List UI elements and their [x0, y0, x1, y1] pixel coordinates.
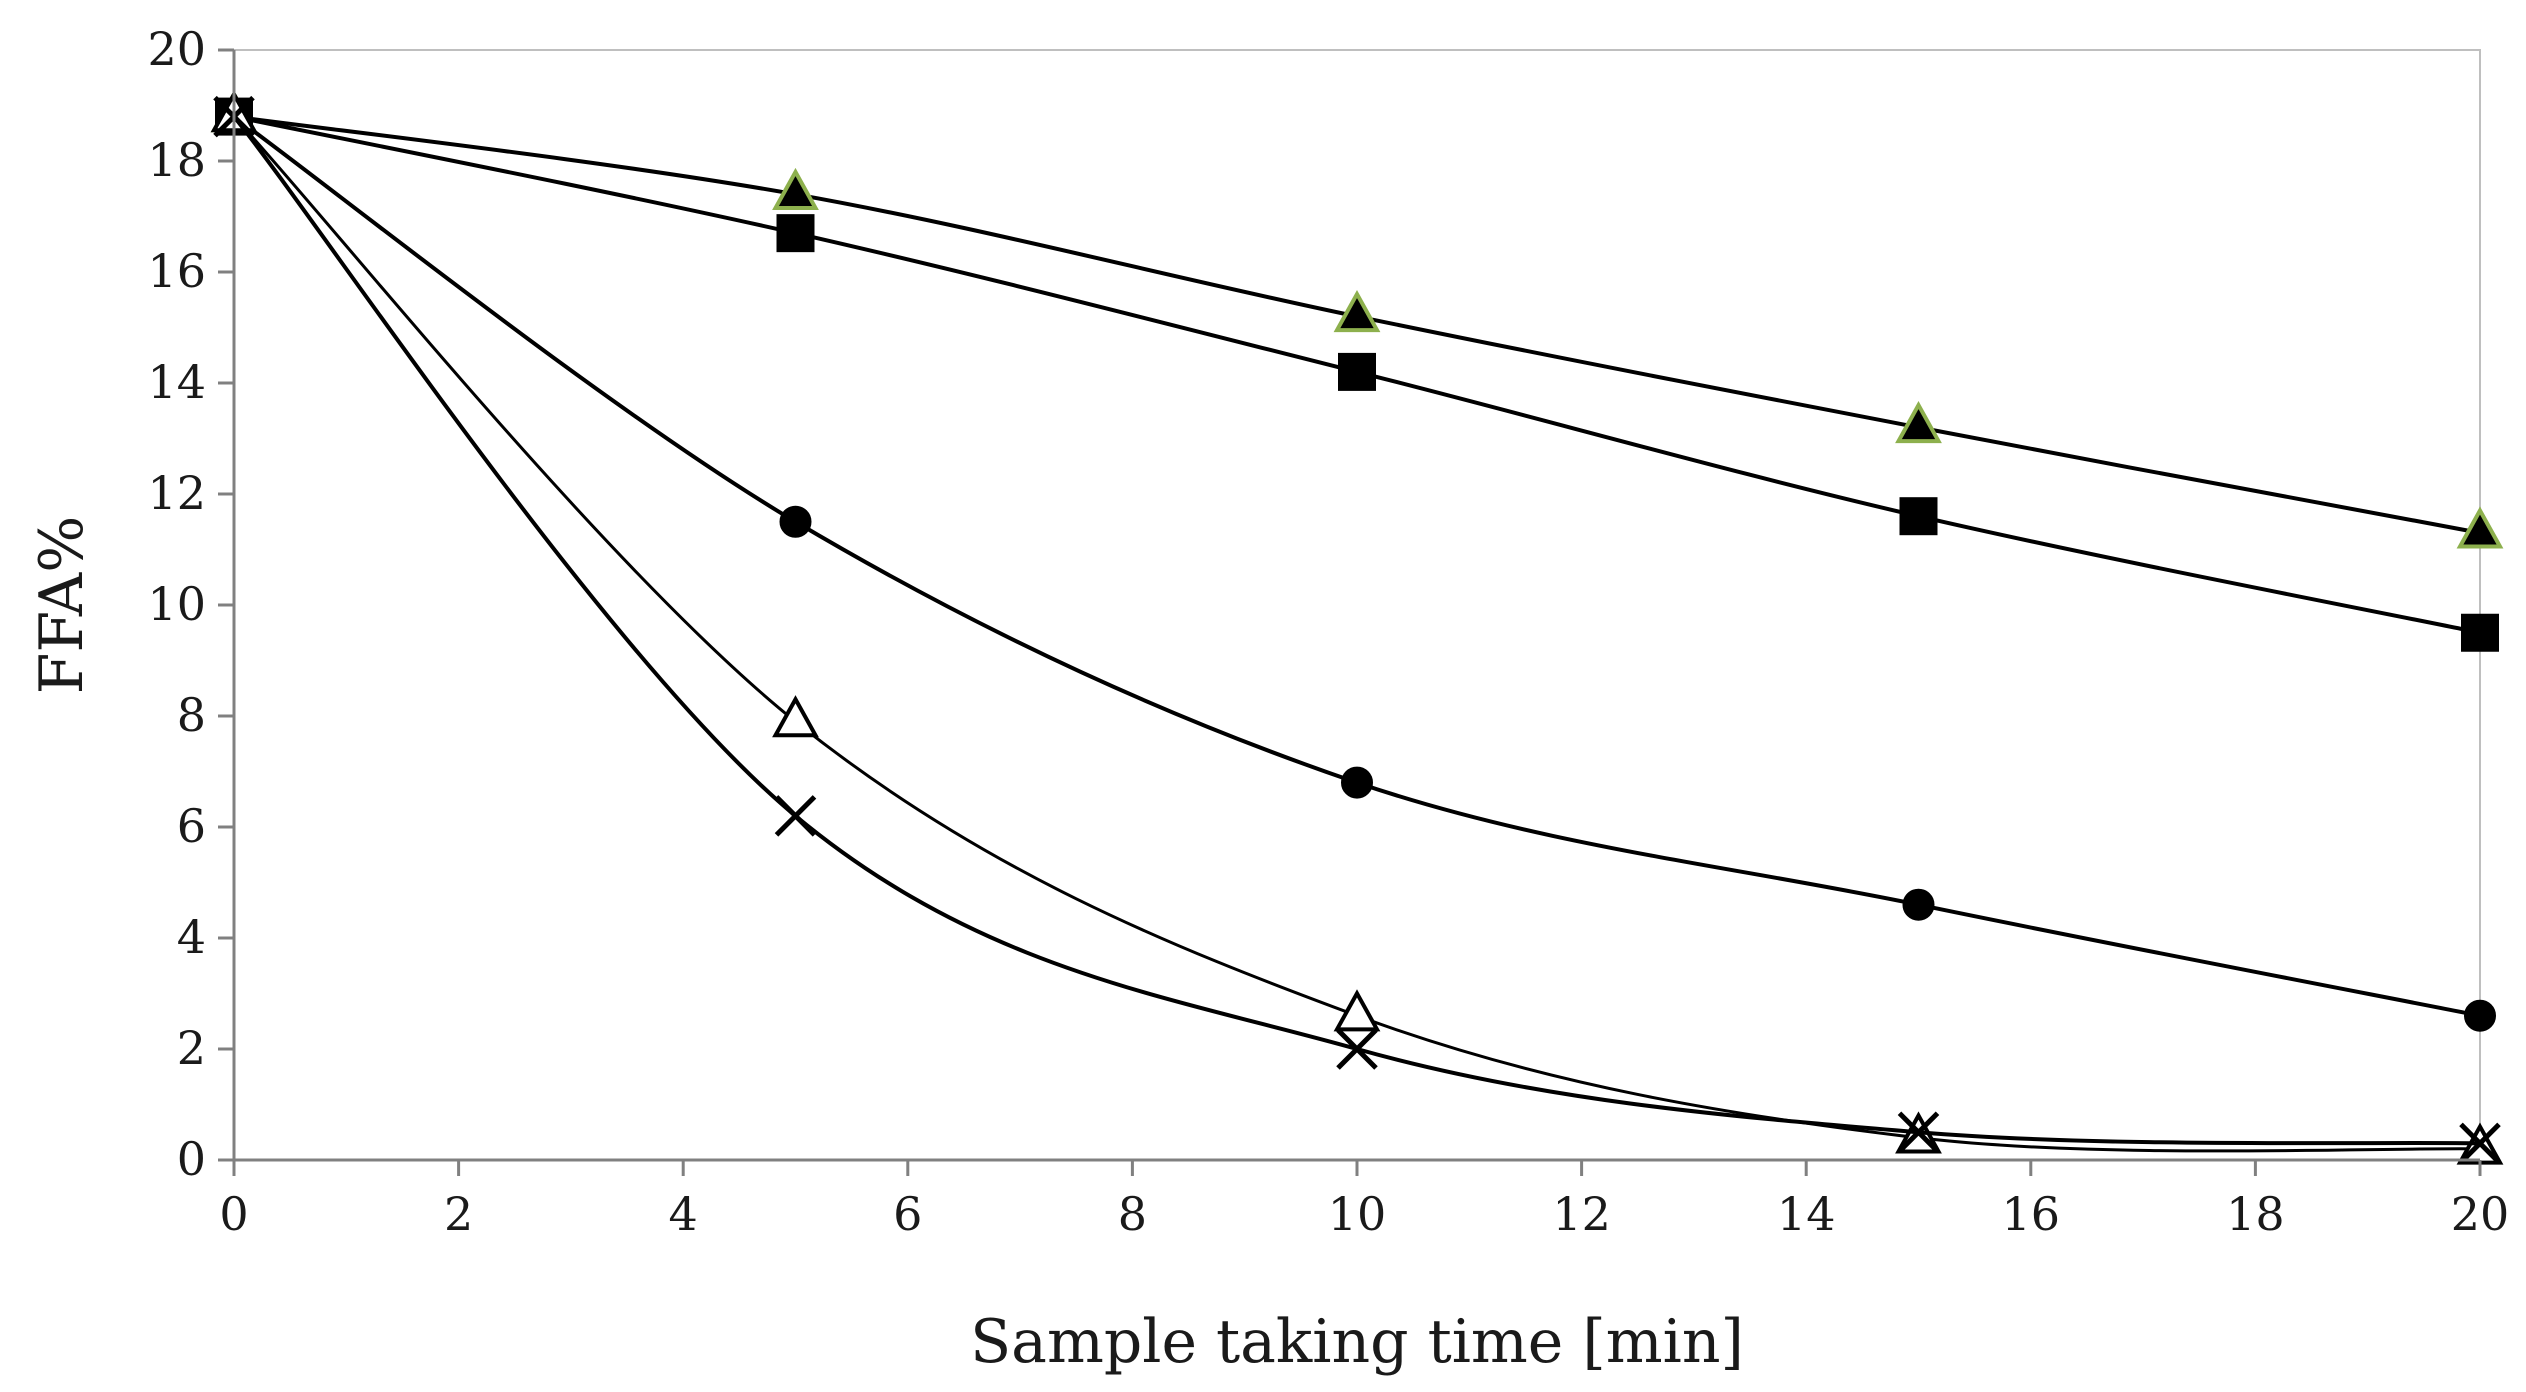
x-tick-label: 2 [444, 1187, 473, 1241]
series-filled-triangle [210, 90, 2504, 549]
x-tick-label: 4 [669, 1187, 698, 1241]
x-axis-title: Sample taking time [min] [970, 1307, 1744, 1377]
ticks-layer: 0 2 4 6 8 10 12 14 16 18 20 0 2 4 6 8 10 12 14 16 18 20 [147, 22, 2509, 1241]
filled-circle-point [1902, 888, 1935, 921]
y-tick-label: 18 [147, 133, 206, 187]
y-tick-label: 2 [177, 1021, 206, 1075]
cross-point [774, 795, 817, 837]
open-triangle-point [772, 695, 819, 738]
filled-triangle-point [1895, 400, 1942, 444]
y-axis-title: FFA% [27, 516, 97, 694]
filled-square-point [1338, 352, 1376, 391]
x-tick-label: 14 [1777, 1187, 1836, 1241]
x-tick-label: 8 [1118, 1187, 1147, 1241]
filled-triangle-point [1333, 289, 1381, 333]
series-cross [213, 95, 2501, 1165]
filled-square-point [776, 214, 815, 253]
y-tick-label: 0 [177, 1132, 206, 1186]
cross-point [1336, 1028, 1378, 1070]
cross-line [232, 115, 2481, 1146]
y-tick-label: 4 [177, 910, 206, 964]
filled-circle-point [1341, 766, 1373, 799]
cross-point [2459, 1122, 2501, 1165]
series-filled-square [215, 97, 2499, 652]
filled-square-point [2461, 613, 2499, 652]
x-tick-label: 6 [893, 1187, 922, 1241]
y-tick-label: 20 [147, 22, 206, 76]
y-tick-label: 8 [177, 688, 206, 742]
x-tick-label: 12 [1552, 1187, 1611, 1241]
cross-point [1897, 1111, 1940, 1154]
filled-circle-point [779, 505, 812, 538]
filled-triangle-point [2456, 506, 2504, 549]
filled-square-point [1899, 497, 1938, 536]
y-tick-label: 12 [147, 466, 206, 520]
filled-circle-point [2464, 999, 2496, 1032]
x-tick-label: 0 [219, 1187, 248, 1241]
series-open-triangle [210, 90, 2504, 1165]
y-tick-label: 6 [177, 799, 206, 853]
x-tick-label: 20 [2451, 1187, 2510, 1241]
x-tick-label: 16 [2002, 1187, 2061, 1241]
open-triangle-line [232, 115, 2481, 1153]
series-layer [210, 90, 2504, 1165]
y-tick-label: 16 [147, 244, 206, 298]
y-tick-label: 14 [147, 355, 206, 409]
x-tick-label: 10 [1328, 1187, 1387, 1241]
open-triangle-point [1333, 989, 1381, 1032]
x-tick-label: 18 [2226, 1187, 2285, 1241]
filled-triangle-point [772, 167, 819, 210]
y-tick-label: 10 [147, 577, 206, 631]
